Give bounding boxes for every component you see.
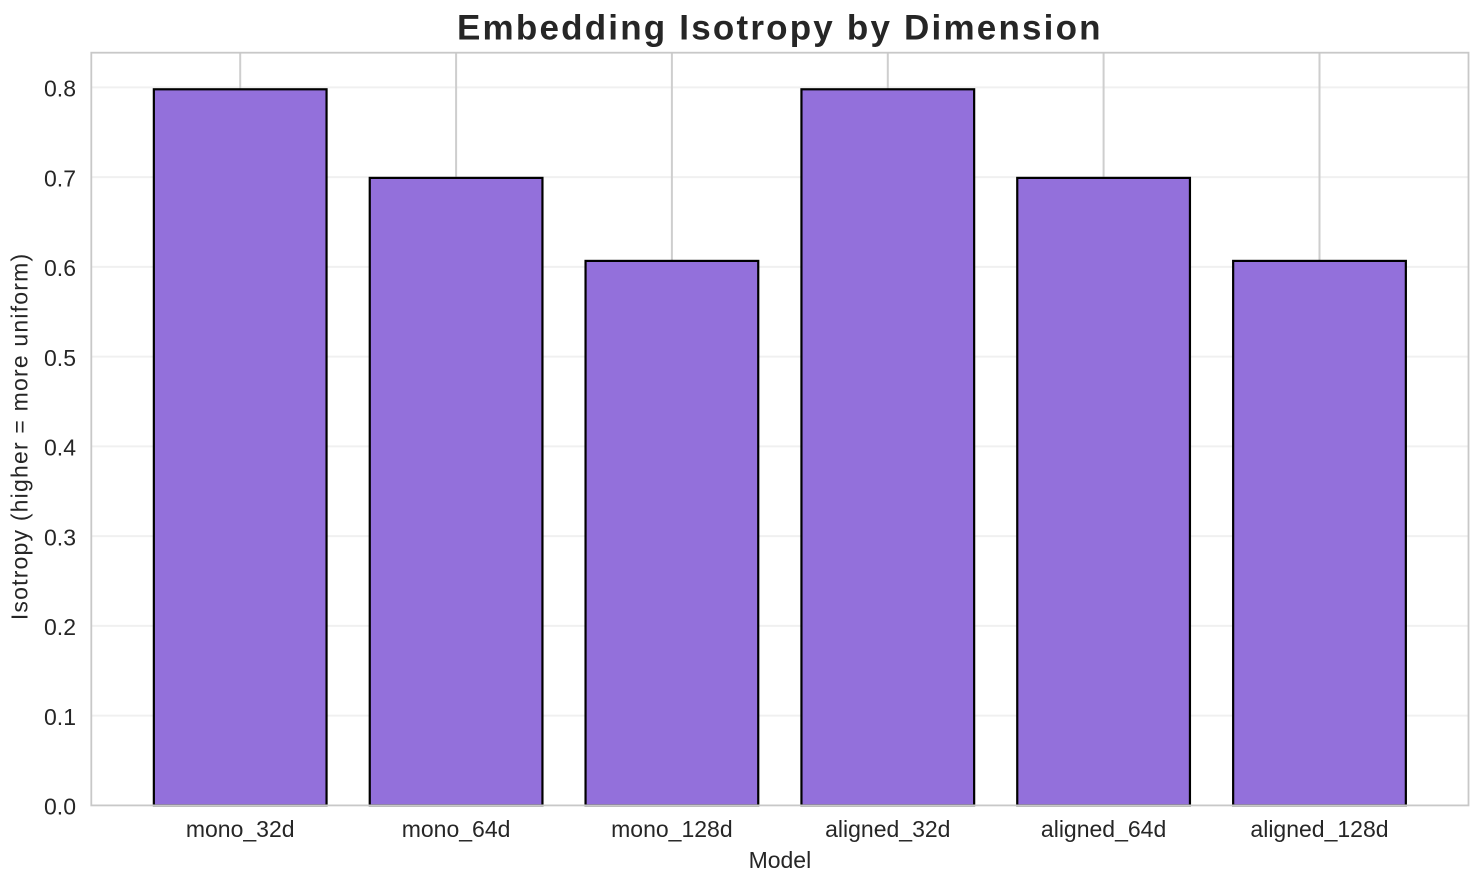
svg-text:aligned_64d: aligned_64d xyxy=(1041,816,1166,842)
svg-text:0.5: 0.5 xyxy=(44,345,76,371)
svg-text:Isotropy (higher = more unifor: Isotropy (higher = more uniform) xyxy=(7,253,33,621)
svg-text:0.4: 0.4 xyxy=(44,435,76,461)
svg-text:0.7: 0.7 xyxy=(44,165,76,191)
svg-text:aligned_32d: aligned_32d xyxy=(825,816,950,842)
svg-text:0.0: 0.0 xyxy=(44,794,76,820)
svg-text:mono_64d: mono_64d xyxy=(402,816,511,842)
svg-text:0.2: 0.2 xyxy=(44,614,76,640)
svg-text:0.8: 0.8 xyxy=(44,76,76,102)
svg-text:aligned_128d: aligned_128d xyxy=(1250,816,1388,842)
svg-text:0.1: 0.1 xyxy=(44,704,76,730)
svg-text:Embedding Isotropy by Dimensio: Embedding Isotropy by Dimension xyxy=(457,9,1103,48)
svg-text:Model: Model xyxy=(749,847,812,873)
svg-text:mono_32d: mono_32d xyxy=(186,816,295,842)
svg-text:0.3: 0.3 xyxy=(44,524,76,550)
svg-text:mono_128d: mono_128d xyxy=(611,816,733,842)
svg-text:0.6: 0.6 xyxy=(44,255,76,281)
